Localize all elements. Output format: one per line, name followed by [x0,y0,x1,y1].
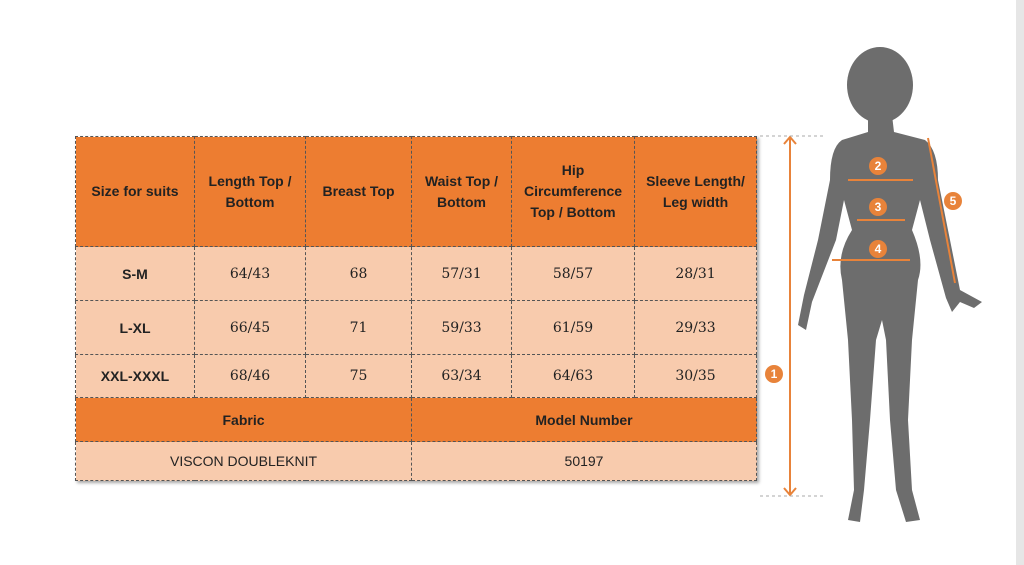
table-cell: 71 [305,300,412,355]
table-row: XXL-XXXL 68/46 75 63/34 64/63 30/35 [75,354,757,398]
fabric-label: Fabric [75,397,412,442]
marker-2 [869,157,887,175]
header-cell: Breast Top [305,136,412,247]
table-cell: 64/63 [511,354,635,398]
marker-3 [869,198,887,216]
model-number-label: Model Number [411,397,757,442]
header-cell: Length Top / Bottom [194,136,306,247]
header-cell: Sleeve Length/ Leg width [634,136,757,247]
fabric-value-row: VISCON DOUBLEKNIT 50197 [75,441,757,481]
header-cell: Waist Top / Bottom [411,136,512,247]
size-cell: S-M [75,246,195,301]
fabric-value: VISCON DOUBLEKNIT [75,441,412,481]
table-cell: 66/45 [194,300,306,355]
table-cell: 61/59 [511,300,635,355]
measurement-lines [760,135,956,497]
header-cell: Hip Circumference Top / Bottom [511,136,635,247]
table-cell: 57/31 [411,246,512,301]
marker-label: 5 [950,194,957,208]
table-cell: 68/46 [194,354,306,398]
silhouette [798,47,982,522]
table-cell: 58/57 [511,246,635,301]
header-row: Size for suits Length Top / Bottom Breas… [75,136,757,247]
table-row: L-XL 66/45 71 59/33 61/59 29/33 [75,300,757,355]
table-cell: 64/43 [194,246,306,301]
table-cell: 29/33 [634,300,757,355]
marker-label: 1 [771,367,778,381]
body-measurement-figure: 1 2 3 4 5 [760,47,982,522]
size-chart-table: Size for suits Length Top / Bottom Breas… [75,136,757,481]
marker-1 [765,365,783,383]
table-row: S-M 64/43 68 57/31 58/57 28/31 [75,246,757,301]
marker-label: 3 [875,200,882,214]
table-cell: 30/35 [634,354,757,398]
marker-4 [869,240,887,258]
table-cell: 28/31 [634,246,757,301]
table-cell: 63/34 [411,354,512,398]
header-cell: Size for suits [75,136,195,247]
marker-5 [944,192,962,210]
size-cell: L-XL [75,300,195,355]
fabric-header-row: Fabric Model Number [75,397,757,442]
table-cell: 59/33 [411,300,512,355]
table-cell: 68 [305,246,412,301]
model-number-value: 50197 [411,441,757,481]
table-cell: 75 [305,354,412,398]
size-cell: XXL-XXXL [75,354,195,398]
scrollbar[interactable] [1016,0,1024,565]
marker-label: 4 [875,242,882,256]
marker-label: 2 [875,159,882,173]
